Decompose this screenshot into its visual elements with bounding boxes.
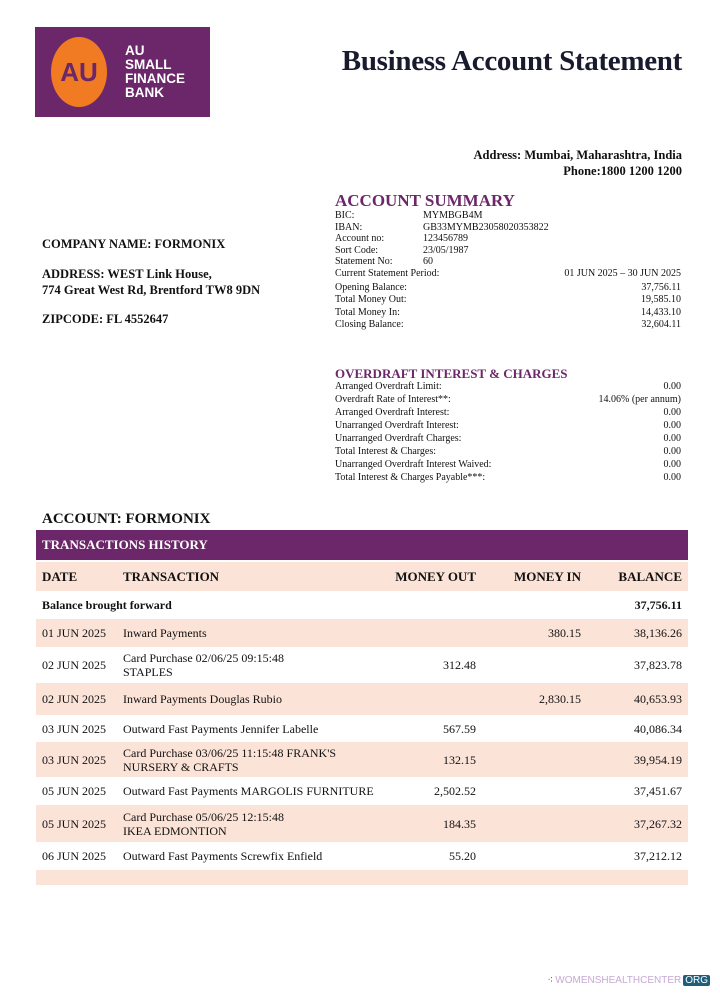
transactions-title: TRANSACTIONS HISTORY	[36, 530, 688, 560]
table-row: 05 JUN 2025 Card Purchase 05/06/25 12:15…	[36, 805, 688, 842]
balance-brought-forward-row: Balance brought forward 37,756.11	[42, 598, 682, 612]
kv-row: Total Interest & Charges: 0.00	[335, 446, 681, 457]
table-row: 02 JUN 2025 Card Purchase 02/06/25 09:15…	[42, 651, 682, 679]
table-row: 01 JUN 2025 Inward Payments 380.15 38,136…	[36, 619, 688, 647]
company-name: COMPANY NAME: FORMONIX	[42, 237, 226, 251]
kv-row: Total Money Out: 19,585.10	[335, 294, 681, 306]
kv-row: Total Money In: 14,433.10	[335, 306, 681, 318]
dots-icon: ⁖	[547, 975, 554, 986]
kv-row: IBAN: GB33MYMB23058020353822	[335, 221, 549, 233]
kv-row: Unarranged Overdraft Charges: 0.00	[335, 433, 681, 444]
kv-row: BIC: MYMBGB4M	[335, 210, 483, 221]
kv-row: Arranged Overdraft Interest: 0.00	[335, 407, 681, 418]
col-date: DATE	[42, 568, 78, 584]
kv-row: Arranged Overdraft Limit: 0.00	[335, 381, 681, 392]
table-row: 03 JUN 2025 Outward Fast Payments Jennif…	[42, 721, 682, 736]
table-row: 05 JUN 2025 Outward Fast Payments MARGOL…	[42, 784, 682, 798]
kv-row: Current Statement Period: 01 JUN 2025 – 3…	[335, 268, 681, 279]
kv-row: Opening Balance: 37,756.11	[335, 281, 681, 293]
kv-row: Unarranged Overdraft Interest Waived: 0.0…	[335, 459, 681, 470]
col-transaction: TRANSACTION	[123, 568, 220, 584]
table-row: 06 JUN 2025 Outward Fast Payments Screwf…	[42, 849, 682, 863]
company-address: ADDRESS: WEST Link House, 774 Great West …	[42, 267, 261, 297]
kv-row: Unarranged Overdraft Interest: 0.00	[335, 420, 681, 431]
kv-row: Overdraft Rate of Interest**: 14.06% (per…	[335, 394, 681, 405]
kv-row: Closing Balance: 32,604.11	[335, 319, 681, 331]
company-zipcode: ZIPCODE: FL 4552647	[42, 312, 169, 326]
bank-phone: Phone:1800 1200 1200	[563, 164, 682, 178]
account-summary-title: ACCOUNT SUMMARY	[335, 191, 515, 210]
kv-row: Sort Code: 23/05/1987	[335, 244, 469, 256]
col-money-out: MONEY OUT	[395, 568, 476, 584]
logo-text: AU SMALL FINANCE BANK	[125, 43, 185, 100]
table-footer-row	[36, 870, 688, 885]
table-row: 02 JUN 2025 Inward Payments Douglas Rubi…	[36, 683, 688, 715]
kv-row: Account no: 123456789	[335, 233, 468, 245]
account-label: ACCOUNT: FORMONIX	[42, 511, 211, 527]
kv-row: Statement No: 60	[335, 256, 433, 268]
kv-row: Total Interest & Charges Payable***: 0.00	[335, 472, 681, 483]
bank-address: Address: Mumbai, Maharashtra, India	[473, 148, 682, 162]
overdraft-title: OVERDRAFT INTEREST & CHARGES	[335, 366, 568, 381]
bank-logo: AU AU SMALL FINANCE BANK	[35, 27, 210, 117]
logo-mark: AU	[51, 37, 107, 107]
table-header: DATE TRANSACTION MONEY OUT MONEY IN BALA…	[36, 562, 688, 591]
watermark: ⁖ WOMENSHEALTHCENTER ORG	[547, 975, 710, 986]
col-money-in: MONEY IN	[513, 568, 581, 584]
col-balance: BALANCE	[618, 568, 682, 584]
table-row: 03 JUN 2025 Card Purchase 03/06/25 11:15…	[36, 742, 688, 777]
page-title: Business Account Statement	[341, 45, 683, 77]
